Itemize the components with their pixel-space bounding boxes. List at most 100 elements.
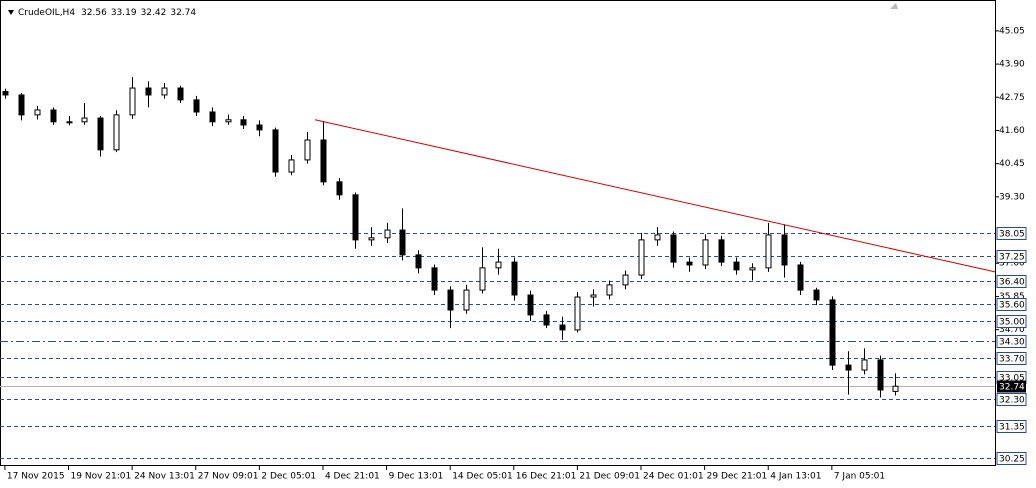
candle-body: [781, 234, 788, 266]
candle-body: [686, 261, 693, 266]
candle-body: [590, 294, 597, 298]
menu-triangle[interactable]: [8, 10, 14, 15]
candle-body: [272, 129, 279, 173]
candle-body: [161, 87, 168, 96]
x-tick-label: 17 Nov 2015: [7, 472, 65, 482]
candle-body: [431, 267, 438, 291]
level-label-box: [996, 393, 1027, 406]
candle-body: [511, 261, 518, 296]
trendline: [314, 119, 996, 273]
candle-body: [479, 267, 486, 291]
candle-body: [177, 87, 184, 101]
candle-body: [447, 289, 454, 311]
candle-body: [209, 111, 216, 123]
y-tick-label: 42.75: [999, 93, 1025, 103]
level-label: 36.40: [999, 278, 1025, 288]
x-tick-label: 9 Dec 13:01: [389, 472, 444, 482]
candle-body: [749, 267, 756, 271]
x-tick-label: 29 Dec 21:01: [707, 472, 768, 482]
x-tick-label: 7 Jan 05:01: [834, 472, 885, 482]
candle-body: [527, 294, 534, 316]
y-tick-label: 35.85: [999, 292, 1025, 302]
y-tick-label: 40.45: [999, 159, 1025, 169]
level-label-box: [996, 275, 1027, 288]
candle-body: [81, 117, 88, 123]
candle-body: [336, 181, 343, 196]
candle-body: [352, 194, 359, 241]
candle-body: [113, 114, 120, 151]
candle-body: [861, 359, 868, 371]
candle-body: [813, 289, 820, 301]
candle-body: [193, 99, 200, 113]
level-label-box: [996, 250, 1027, 263]
candle-body: [288, 159, 295, 173]
level-label: 30.25: [999, 455, 1025, 465]
candle-body: [129, 87, 136, 116]
level-label-box: [996, 420, 1027, 433]
level-label: 38.05: [999, 230, 1025, 240]
candle-body: [415, 254, 422, 269]
candle-body: [845, 364, 852, 371]
candle-body: [765, 234, 772, 269]
header-high: 33.19: [111, 8, 137, 18]
x-tick-label: 24 Nov 13:01: [134, 472, 195, 482]
current-price-label: 32.74: [999, 383, 1025, 393]
level-label-box: [996, 335, 1027, 348]
candle-body: [606, 284, 613, 296]
current-price-box: [997, 380, 1026, 393]
level-label: 32.30: [999, 396, 1025, 406]
y-tick-label: 41.60: [999, 126, 1025, 136]
level-label-box: [996, 352, 1027, 365]
level-label: 34.30: [999, 338, 1025, 348]
candle-body: [320, 139, 327, 183]
candle-body: [622, 274, 629, 286]
level-label: 35.00: [999, 318, 1025, 328]
candle-body: [256, 124, 263, 131]
x-tick-label: 21 Dec 09:01: [579, 472, 640, 482]
y-tick-label: 34.70: [999, 325, 1025, 335]
level-label-box: [996, 298, 1027, 311]
candle-body: [225, 119, 232, 123]
level-label: 33.05: [999, 374, 1025, 384]
candle-body: [654, 234, 661, 241]
level-label-box: [996, 452, 1027, 465]
x-tick-label: 4 Dec 21:01: [325, 472, 380, 482]
candle-body: [66, 121, 73, 124]
candle-body: [399, 229, 406, 256]
x-tick-label: 4 Jan 13:01: [770, 472, 821, 482]
x-tick-label: 19 Nov 21:01: [71, 472, 132, 482]
header-close: 32.74: [170, 8, 196, 18]
y-tick-label: 37.00: [999, 259, 1025, 269]
candle-body: [670, 234, 677, 263]
level-label-box: [996, 227, 1027, 240]
candle-body: [495, 261, 502, 269]
candle-body: [304, 139, 311, 161]
y-tick-label: 45.05: [999, 26, 1025, 36]
candle-body: [97, 117, 104, 151]
candle-body: [797, 264, 804, 291]
candle-body: [829, 299, 836, 366]
level-label: 37.25: [999, 253, 1025, 263]
candle-body: [574, 296, 581, 331]
candle-body: [733, 261, 740, 271]
candle-body: [543, 314, 550, 326]
y-tick-label: 39.30: [999, 192, 1025, 202]
x-tick-label: 24 Dec 01:01: [643, 472, 704, 482]
scroll-arrow[interactable]: [890, 3, 898, 9]
candle-body: [384, 229, 391, 239]
candle-body: [892, 385, 899, 392]
x-tick-label: 2 Dec 05:01: [261, 472, 316, 482]
level-label: 33.70: [999, 355, 1025, 365]
chart-header: CrudeOIL,H4 32.56 33.19 32.42 32.74: [18, 8, 196, 18]
x-tick-label: 16 Dec 21:01: [516, 472, 577, 482]
header-open: 32.56: [81, 8, 107, 18]
header-low: 32.42: [141, 8, 167, 18]
candle-body: [2, 90, 9, 96]
candle-body: [463, 289, 470, 311]
y-tick-label: 43.90: [999, 60, 1025, 70]
candle-body: [559, 324, 566, 331]
level-label: 35.60: [999, 301, 1025, 311]
candle-body: [702, 239, 709, 266]
candle-body: [877, 359, 884, 391]
